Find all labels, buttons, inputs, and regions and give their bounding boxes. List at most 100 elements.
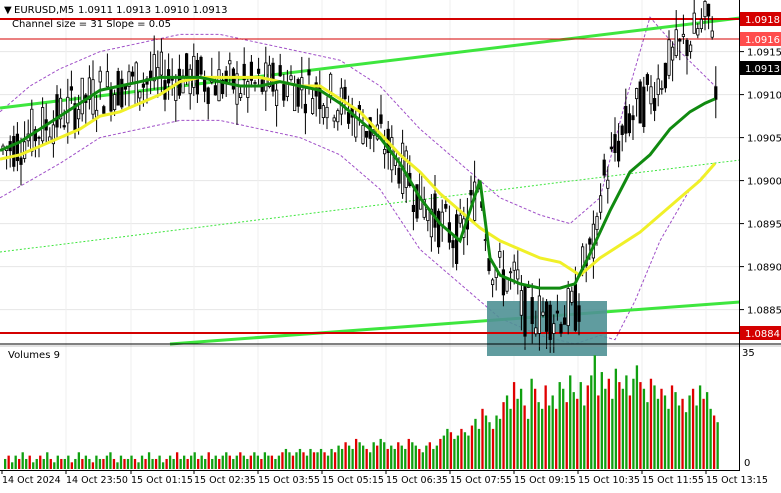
volume-bar [670,385,674,469]
candle-body [33,129,38,142]
volume-bar [481,408,484,469]
candle-body [685,39,689,57]
volume-bars [4,355,719,469]
volume-bar [260,458,263,469]
volume-bar [137,462,140,469]
volume-bar [607,378,610,469]
candle-body [415,184,419,219]
price-axis[interactable]: 1.0915 1.0910 1.0905 1.0900 1.0895 1.0890 1.08… [740,48,781,317]
volume-bar [425,445,428,469]
price-levels[interactable] [0,18,740,334]
candle-body [152,54,156,82]
envelope-lower[interactable] [0,119,716,345]
candle-body [59,97,63,120]
volume-bar [646,402,649,469]
volume-bar [656,398,660,469]
volume-bar [653,385,656,469]
volume-bar [611,398,614,469]
symbol-label: EURUSD,M5 [14,5,74,16]
volume-bar [144,458,147,469]
volume-bar [84,455,88,469]
moving-average-fast[interactable] [0,75,716,290]
volume-bar [460,428,463,469]
volume-bar [576,398,579,469]
candle-body [613,134,617,154]
volume-bar [165,458,168,469]
candle-body [30,108,34,152]
channel-lower-line[interactable] [169,300,741,346]
volume-bar [4,458,7,469]
volume-bar [32,462,35,469]
volume-bar [18,458,21,469]
volume-bar [572,392,575,469]
volume-bar [123,458,126,469]
volume-bar [428,442,431,469]
volume-bar [25,458,28,469]
volume-bar [246,458,249,469]
time-tick-label: 15 Oct 06:35 [386,475,448,486]
volume-bar [112,458,116,469]
volume-bar [383,442,386,469]
volume-bar [221,455,224,469]
volume-bar [597,395,600,469]
candle-body [138,91,142,99]
volume-bar [274,458,277,469]
volume-bar [372,442,375,469]
volume-bar [190,455,193,469]
candle-body [354,116,358,138]
upper-label: 1.0916 [745,35,780,46]
volume-bar [70,462,73,469]
time-axis[interactable]: 14 Oct 2024 14 Oct 23:50 15 Oct 01:15 15 Oc… [1,470,768,486]
candle-body [87,77,91,100]
volume-bar [512,382,516,469]
candle-body [451,240,455,249]
volume-bar [530,378,533,469]
time-tick-label: 15 Oct 05:15 [322,475,384,486]
volume-bar [418,448,421,469]
candle-body [382,149,387,155]
channel-middle-line[interactable] [0,159,741,253]
candle-body [307,69,311,76]
candle-body [113,94,117,111]
header-symbol-arrow[interactable]: ▼ [4,5,12,16]
candle-body [548,304,552,340]
candle-body [62,125,66,128]
volume-bar [281,452,284,469]
envelope-upper[interactable] [0,16,716,225]
volume-bar [95,455,98,469]
candle-body [379,114,383,124]
candle-body [332,117,336,122]
volume-bar [133,458,137,469]
candle-body [595,216,599,230]
candle-body [624,105,628,134]
time-tick-label: 15 Oct 01:15 [131,475,193,486]
volume-bar [628,395,632,469]
volume-bar [239,452,242,469]
volume-bar [684,412,688,469]
candle-body [671,46,675,61]
candle-body [116,70,120,106]
volume-bar [551,395,554,469]
candle-body [570,290,574,303]
candle-body [537,295,542,334]
moving-average-slow[interactable] [0,75,717,278]
time-tick-label: 14 Oct 23:50 [66,475,128,486]
volume-bar [200,455,203,469]
volume-bar [204,458,207,469]
candle-body [159,51,163,76]
candle-body [642,86,646,127]
candle-body [238,93,243,98]
volume-bar [312,452,316,469]
candle-body [444,204,448,209]
volume-bar [316,452,319,469]
volume-bar [579,382,582,469]
candle-body [37,136,41,139]
candle-body [667,39,671,76]
volume-bar [569,375,572,469]
volume-bar [555,408,558,469]
candle-body [422,199,426,218]
price-tick-label: 1.0895 [747,220,781,231]
volume-bar [600,372,603,469]
